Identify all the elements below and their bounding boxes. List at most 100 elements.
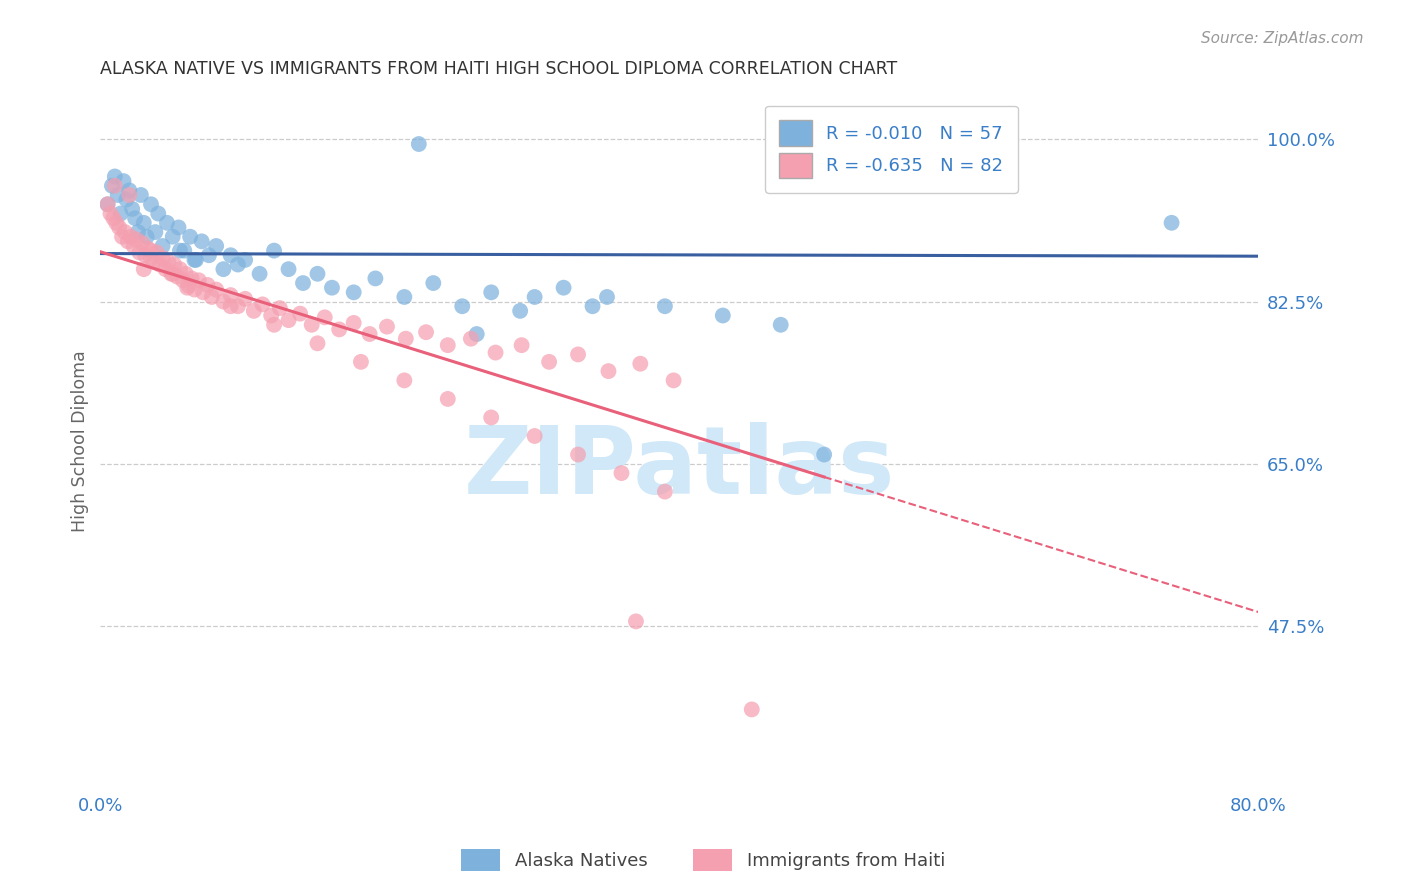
Point [136, 242, 159, 256]
Point [567, 448, 589, 462]
Point [553, 281, 575, 295]
Point [212, 294, 235, 309]
Point [654, 484, 676, 499]
Point [269, 301, 291, 315]
Point [201, 290, 224, 304]
Point [177, 278, 200, 293]
Point [156, 216, 179, 230]
Point [118, 183, 141, 197]
Point [169, 262, 191, 277]
Point [350, 355, 373, 369]
Point [97, 197, 120, 211]
Point [610, 466, 633, 480]
Point [484, 345, 506, 359]
Legend: R = -0.010   N = 57, R = -0.635   N = 82: R = -0.010 N = 57, R = -0.635 N = 82 [765, 105, 1018, 193]
Point [114, 225, 136, 239]
Point [1160, 216, 1182, 230]
Point [162, 229, 184, 244]
Point [122, 239, 145, 253]
Point [104, 178, 127, 193]
Point [152, 251, 174, 265]
Point [249, 267, 271, 281]
Point [596, 290, 619, 304]
Point [219, 299, 242, 313]
Point [131, 236, 153, 251]
Point [115, 193, 138, 207]
Point [307, 336, 329, 351]
Point [654, 299, 676, 313]
Point [479, 410, 502, 425]
Point [101, 178, 124, 193]
Point [233, 292, 256, 306]
Point [155, 262, 177, 277]
Point [125, 232, 148, 246]
Point [139, 244, 162, 258]
Point [277, 313, 299, 327]
Point [107, 188, 129, 202]
Point [212, 262, 235, 277]
Point [108, 220, 131, 235]
Point [465, 326, 488, 341]
Point [277, 262, 299, 277]
Point [394, 290, 416, 304]
Point [172, 273, 194, 287]
Point [105, 216, 128, 230]
Point [263, 318, 285, 332]
Point [149, 258, 172, 272]
Point [160, 267, 183, 281]
Point [146, 245, 169, 260]
Point [510, 338, 533, 352]
Point [321, 281, 343, 295]
Point [219, 248, 242, 262]
Point [628, 357, 651, 371]
Point [124, 211, 146, 226]
Point [180, 271, 202, 285]
Point [128, 245, 150, 260]
Point [103, 211, 125, 226]
Point [460, 332, 482, 346]
Point [148, 206, 170, 220]
Point [509, 304, 531, 318]
Text: ZIPatlas: ZIPatlas [464, 423, 896, 515]
Point [263, 244, 285, 258]
Point [813, 448, 835, 462]
Point [307, 267, 329, 281]
Point [219, 288, 242, 302]
Point [198, 248, 221, 262]
Point [741, 702, 763, 716]
Point [226, 299, 249, 313]
Point [624, 615, 647, 629]
Point [176, 281, 198, 295]
Point [129, 188, 152, 202]
Point [711, 309, 734, 323]
Point [121, 202, 143, 216]
Point [226, 258, 249, 272]
Point [523, 429, 546, 443]
Point [184, 252, 207, 267]
Point [104, 169, 127, 184]
Point [662, 373, 685, 387]
Point [436, 338, 458, 352]
Point [343, 316, 366, 330]
Point [422, 276, 444, 290]
Point [97, 197, 120, 211]
Text: ALASKA NATIVE VS IMMIGRANTS FROM HAITI HIGH SCHOOL DIPLOMA CORRELATION CHART: ALASKA NATIVE VS IMMIGRANTS FROM HAITI H… [100, 60, 897, 78]
Point [359, 326, 381, 341]
Point [127, 225, 149, 239]
Point [162, 267, 184, 281]
Point [174, 267, 197, 281]
Point [142, 254, 165, 268]
Point [112, 174, 135, 188]
Point [197, 277, 219, 292]
Point [166, 269, 188, 284]
Point [110, 206, 132, 220]
Legend: Alaska Natives, Immigrants from Haiti: Alaska Natives, Immigrants from Haiti [454, 842, 952, 879]
Point [111, 229, 134, 244]
Point [314, 310, 336, 325]
Point [408, 136, 430, 151]
Point [581, 299, 603, 313]
Point [134, 248, 156, 262]
Point [152, 239, 174, 253]
Point [173, 244, 195, 258]
Point [205, 239, 228, 253]
